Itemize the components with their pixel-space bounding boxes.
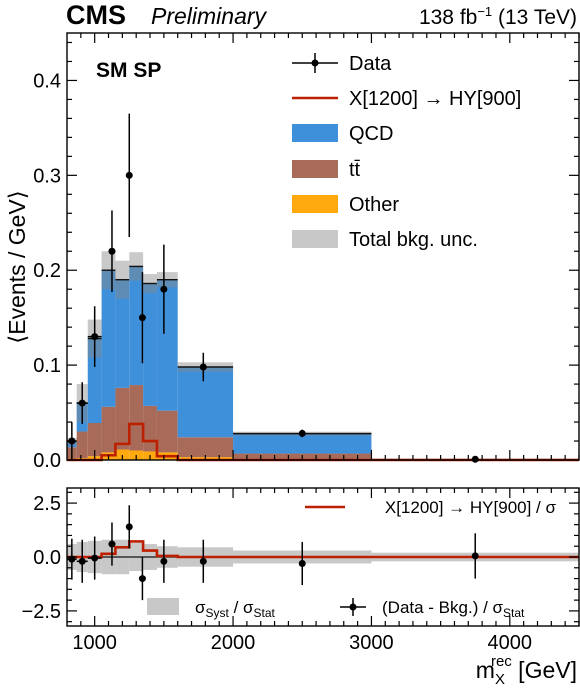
- bar-qcd-3: [101, 270, 116, 407]
- ratio-data-point-8: [298, 559, 306, 567]
- legend-label-ttbar: tt̄: [349, 159, 361, 181]
- data-point-2: [91, 333, 99, 341]
- main-ytick-label: 0.3: [33, 165, 61, 187]
- bar-qcd-8: [177, 367, 234, 438]
- x-axis-label: mXrec [GeV]: [476, 653, 577, 688]
- data-point-9: [471, 455, 479, 463]
- data-point-1: [78, 399, 86, 407]
- bar-other-4: [115, 449, 130, 460]
- experiment-label: CMS: [66, 0, 126, 30]
- bar-ttbar-2: [87, 422, 102, 457]
- data-point-3: [108, 247, 116, 255]
- legend-data-marker-dot: [311, 59, 319, 67]
- bar-qcd-5: [129, 266, 144, 386]
- data-point-6: [160, 285, 168, 293]
- ratio-signal-histogram: [67, 540, 579, 559]
- ratio-plot-area: [67, 505, 579, 601]
- syst-sigma: σ: [195, 598, 206, 617]
- data-point-4: [125, 171, 133, 179]
- ratio-x-ticks: 1000 2000 3000 4000: [72, 488, 580, 654]
- main-ytick-label: 0.0: [33, 450, 61, 472]
- legend-label-unc: Total bkg. unc.: [349, 229, 478, 251]
- bar-ttbar-3: [101, 406, 116, 453]
- bar-qcd-9: [233, 433, 372, 454]
- data-point-7: [199, 363, 207, 371]
- ratio-legend-syst-label: σSyst / σStat: [195, 598, 276, 620]
- main-legend: Data X[1200] → HY[900] QCD tt̄ Other Total bk…: [292, 53, 521, 251]
- main-y-axis-label: ⟨Events / GeV⟩: [4, 190, 30, 343]
- ratio-data-point-2: [91, 554, 99, 562]
- ratio-ytick-label: −2.5: [22, 601, 61, 623]
- syst-sub: Syst: [206, 606, 230, 620]
- data-point-8: [298, 429, 306, 437]
- legend-swatch-other: [292, 195, 338, 213]
- ratio-data-point-9: [471, 552, 479, 560]
- ratio-legend-data-dot: [349, 603, 357, 611]
- data-ratio-sub: Stat: [503, 606, 525, 620]
- main-ytick-label: 0.4: [33, 70, 61, 92]
- legend-label-other: Other: [349, 194, 399, 216]
- ratio-xtick-label: 4000: [488, 632, 533, 654]
- main-y-ticks: 0.0 0.1 0.2 0.3 0.4: [33, 41, 579, 472]
- ratio-data-point-5: [138, 575, 146, 583]
- main-ytick-label: 0.2: [33, 260, 61, 282]
- bar-qcd-2: [87, 338, 102, 423]
- data-point-5: [138, 314, 146, 322]
- ratio-data-point-1: [78, 557, 86, 565]
- ratio-ytick-label: 0.0: [33, 547, 61, 569]
- bar-ttbar-8: [177, 437, 234, 458]
- x-axis-label-var: m: [476, 657, 495, 683]
- x-axis-label-unit: [GeV]: [512, 657, 577, 683]
- legend-label-data: Data: [349, 53, 392, 75]
- bar-qcd-4: [115, 279, 130, 388]
- lumi-label: 138 fb−1 (13 TeV): [419, 4, 577, 29]
- stat-sub: Stat: [254, 606, 276, 620]
- syst-div: / σ: [229, 598, 254, 617]
- legend-swatch-qcd: [292, 124, 338, 142]
- legend-swatch-unc: [292, 230, 338, 248]
- bar-ttbar-6: [143, 405, 157, 452]
- bar-qcd-6: [143, 283, 157, 406]
- main-ytick-label: 0.1: [33, 355, 61, 377]
- lumi-exponent: −1: [477, 4, 492, 19]
- data-ratio-text: (Data - Bkg.) / σ: [382, 598, 504, 617]
- legend-swatch-ttbar: [292, 160, 338, 178]
- status-label: Preliminary: [151, 3, 268, 29]
- x-axis-label-sub: X: [495, 671, 505, 688]
- ratio-ytick-label: 2.5: [33, 493, 61, 515]
- bar-ttbar-5: [129, 385, 144, 451]
- bar-ttbar-4: [115, 387, 130, 450]
- main-panel: 0.0 0.1 0.2 0.3 0.4 ⟨Events / GeV⟩ SM SP Dat…: [4, 32, 580, 472]
- lumi-energy: (13 TeV): [492, 6, 577, 29]
- ratio-xtick-label: 3000: [349, 632, 394, 654]
- ratio-legend-syst-swatch: [147, 598, 179, 615]
- bar-ttbar-1: [76, 431, 88, 459]
- ratio-xtick-label: 1000: [72, 632, 117, 654]
- x-axis-label-sup: rec: [491, 653, 512, 670]
- ratio-data-point-6: [160, 557, 168, 565]
- main-frame: [66, 32, 580, 461]
- legend-label-qcd: QCD: [349, 123, 393, 145]
- ratio-data-point-7: [199, 557, 207, 565]
- ratio-panel: 2.5 0.0 −2.5 1000 2000 3000 4000 X[1200] → HY…: [22, 487, 580, 688]
- ratio-legend-signal-label: X[1200] → HY[900] / σ: [385, 498, 557, 517]
- ratio-data-point-3: [108, 540, 116, 548]
- ratio-legend-data-label: (Data - Bkg.) / σStat: [382, 598, 525, 620]
- lumi-value: 138 fb: [419, 6, 477, 29]
- bar-qcd-7: [156, 279, 178, 411]
- legend-label-signal: X[1200] → HY[900]: [349, 88, 521, 110]
- category-label: SM SP: [96, 59, 161, 82]
- ratio-y-ticks: 2.5 0.0 −2.5: [22, 491, 579, 623]
- ratio-data-point-4: [125, 523, 133, 531]
- main-x-ticks: [80, 33, 580, 460]
- ratio-xtick-label: 2000: [211, 632, 256, 654]
- bar-ttbar-7: [156, 410, 178, 453]
